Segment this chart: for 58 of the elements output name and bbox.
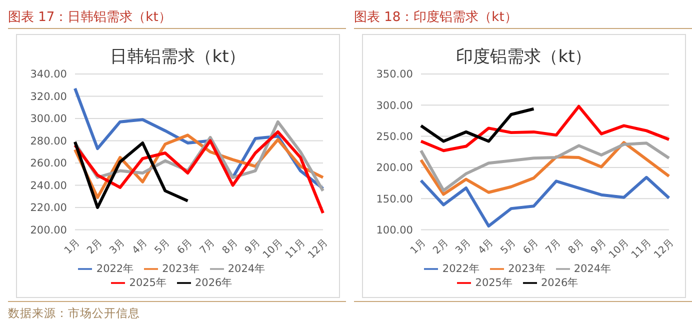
x-tick-label: 7月 (198, 237, 218, 256)
line-series (74, 130, 324, 215)
legend-label: 2024年 (574, 262, 612, 275)
x-tick-label: 6月 (522, 237, 541, 256)
x-tick-label: 1月 (408, 237, 428, 256)
x-tick-label: 8月 (566, 237, 586, 256)
x-tick-label: 6月 (176, 237, 195, 256)
line-series (420, 176, 670, 228)
chart-title: 图表 18：印度铝需求（kt） (354, 8, 692, 29)
x-tick-label: 10月 (607, 237, 632, 261)
y-tick-label: 200.00 (376, 162, 413, 174)
x-tick-label: 12月 (652, 237, 676, 261)
chart-title: 图表 17：日韩铝需求（kt） (8, 8, 346, 29)
legend-label: 2022年 (96, 262, 134, 275)
y-tick-label: 260.00 (30, 158, 67, 170)
x-tick-label: 2月 (431, 237, 451, 256)
x-tick-label: 7月 (544, 237, 564, 256)
source-note: 数据来源：市场公开信息 (8, 306, 140, 320)
legend-label: 2023年 (508, 262, 546, 275)
x-tick-label: 12月 (306, 237, 330, 261)
x-tick-label: 5月 (498, 237, 518, 256)
y-tick-label: 340.00 (30, 68, 67, 81)
x-tick-label: 4月 (476, 237, 496, 256)
line-series (420, 107, 536, 143)
legend-label: 2023年 (162, 262, 200, 275)
y-tick-label: 280.00 (30, 135, 67, 148)
x-tick-label: 3月 (454, 237, 474, 256)
y-tick-label: 320.00 (30, 90, 67, 103)
y-tick-label: 100.00 (376, 224, 413, 236)
legend-label: 2024年 (228, 262, 266, 275)
chart-subtitle: 日韩铝需求（kt） (109, 46, 247, 68)
x-tick-label: 4月 (130, 237, 150, 256)
y-tick-label: 250.00 (376, 131, 413, 144)
x-tick-label: 8月 (220, 237, 240, 256)
y-tick-label: 150.00 (376, 193, 413, 206)
line-series (420, 104, 670, 152)
x-tick-label: 5月 (152, 237, 172, 256)
legend-label: 2025年 (129, 276, 167, 289)
y-tick-label: 200.00 (30, 224, 67, 236)
x-tick-label: 9月 (589, 237, 609, 256)
legend-label: 2022年 (442, 262, 480, 275)
chart-subtitle: 印度铝需求（kt） (455, 46, 593, 68)
x-tick-label: 1月 (62, 237, 82, 256)
legend-label: 2026年 (195, 276, 233, 289)
y-tick-label: 350.00 (376, 68, 413, 81)
x-tick-label: 2月 (85, 237, 105, 256)
x-tick-label: 9月 (243, 237, 263, 256)
x-tick-label: 3月 (108, 237, 128, 256)
x-tick-label: 10月 (261, 237, 286, 261)
y-tick-label: 300.00 (376, 100, 413, 112)
y-tick-label: 300.00 (30, 113, 67, 126)
x-tick-label: 11月 (630, 237, 654, 261)
y-tick-label: 220.00 (30, 202, 67, 214)
legend-label: 2025年 (475, 276, 513, 289)
x-tick-label: 11月 (284, 237, 308, 261)
y-tick-label: 240.00 (30, 180, 67, 192)
line-series (74, 140, 190, 209)
legend-label: 2026年 (541, 276, 579, 289)
